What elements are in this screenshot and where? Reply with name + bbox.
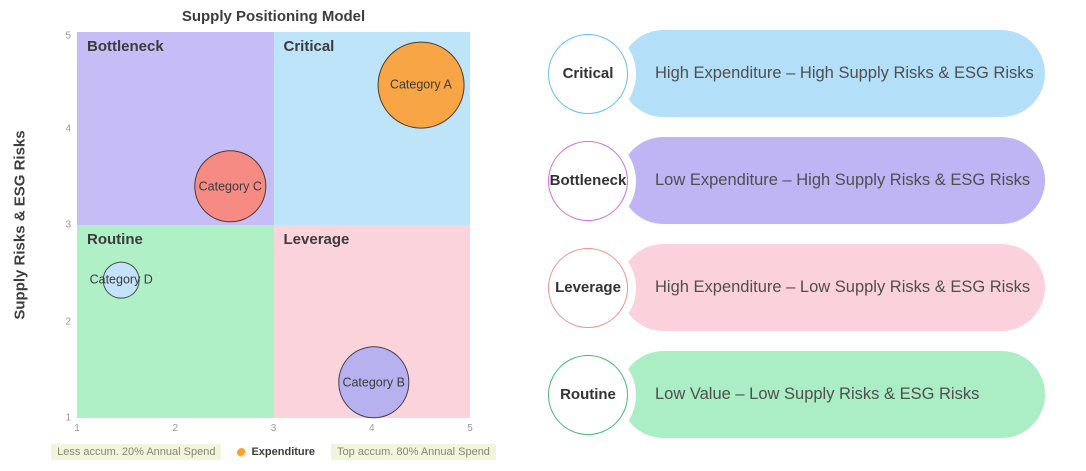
card-label: Bottleneck <box>549 172 627 189</box>
card-description: Low Expenditure – High Supply Risks & ES… <box>655 171 1031 189</box>
quadrant-label: Routine <box>87 231 143 248</box>
bubble-marker-icon <box>237 447 247 457</box>
card-pill: Low Expenditure – High Supply Risks & ES… <box>620 137 1045 224</box>
card-label: Critical <box>562 65 614 82</box>
bubble-category-a[interactable]: Category A <box>377 41 465 129</box>
card-label: Routine <box>560 386 616 403</box>
card-leverage: High Expenditure – Low Supply Risks & ES… <box>548 244 1048 331</box>
x-tick: 4 <box>368 423 375 434</box>
chart-legend: Less accum. 20% Annual Spend Expenditure… <box>51 444 496 460</box>
legend-label: Expenditure <box>251 446 316 458</box>
y-tick: 3 <box>65 219 71 231</box>
x-tick: 2 <box>172 423 179 434</box>
card-routine: Low Value – Low Supply Risks & ESG Risks… <box>548 351 1048 438</box>
bubble-label: Category B <box>342 375 405 390</box>
quadrant-label: Bottleneck <box>87 38 164 55</box>
quadrant-routine: Routine <box>77 225 274 418</box>
card-pill: Low Value – Low Supply Risks & ESG Risks <box>620 351 1045 438</box>
bubble-label: Category A <box>389 78 452 93</box>
card-description: Low Value – Low Supply Risks & ESG Risks <box>655 385 980 403</box>
bubble-label: Category D <box>89 273 153 287</box>
card-badge: Bottleneck <box>548 140 628 221</box>
bubble-category-b[interactable]: Category B <box>338 346 410 418</box>
bubble-category-d[interactable]: Category D <box>90 261 153 299</box>
card-label: Leverage <box>555 279 621 296</box>
card-description: High Expenditure – Low Supply Risks & ES… <box>655 278 1031 296</box>
card-description: High Expenditure – High Supply Risks & E… <box>655 64 1034 82</box>
card-badge: Routine <box>548 354 628 435</box>
bubble-category-c[interactable]: Category C <box>194 150 266 223</box>
legend-item-less-accum[interactable]: Less accum. 20% Annual Spend <box>51 444 222 460</box>
card-critical: High Expenditure – High Supply Risks & E… <box>548 30 1048 117</box>
card-badge: Critical <box>548 33 628 114</box>
plot-area: Bottleneck Critical Routine Leverage Cat… <box>65 30 472 434</box>
card-pill: High Expenditure – High Supply Risks & E… <box>620 30 1045 117</box>
legend-cards-panel: High Expenditure – High Supply Risks & E… <box>548 30 1048 438</box>
card-badge: Leverage <box>548 247 628 328</box>
x-tick: 5 <box>467 423 473 434</box>
y-tick: 2 <box>65 316 71 327</box>
y-tick: 5 <box>65 30 71 42</box>
card-bottleneck: Low Expenditure – High Supply Risks & ES… <box>548 137 1048 224</box>
legend-item-expenditure[interactable]: Expenditure <box>237 446 315 458</box>
legend-item-top-accum[interactable]: Top accum. 80% Annual Spend <box>331 444 496 460</box>
bubble-label: Category C <box>198 179 262 194</box>
y-axis-label: Supply Risks & ESG Risks <box>11 130 29 320</box>
quadrant-label: Leverage <box>283 231 350 248</box>
chart-title: Supply Positioning Model <box>181 8 366 25</box>
chart-panel: Supply Positioning Model Supply Risks & … <box>0 0 500 471</box>
y-tick: 4 <box>65 123 71 134</box>
quadrant-label: Critical <box>283 38 335 55</box>
y-tick: 1 <box>65 412 71 424</box>
x-tick: 3 <box>270 423 277 434</box>
quadrant-bottleneck: Bottleneck <box>77 32 274 225</box>
card-pill: High Expenditure – Low Supply Risks & ES… <box>620 244 1045 331</box>
x-tick: 1 <box>74 423 80 434</box>
